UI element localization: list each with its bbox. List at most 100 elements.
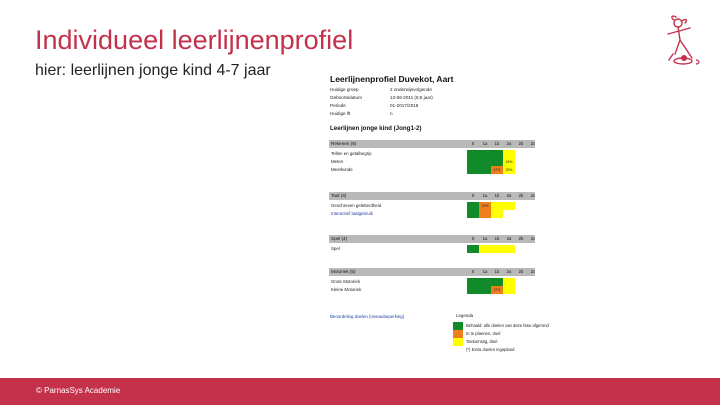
- profile-row: Meten 18%: [329, 158, 535, 166]
- section-title: Leerlijnen jonge kind (Jong1-2): [330, 125, 422, 132]
- block-header: Motoriek (5) 0 1a 1b 2a 2b 2c: [329, 268, 535, 276]
- block-header-label: Motoriek (5): [331, 269, 356, 274]
- profile-row: Kleine Motoriek 27%: [329, 286, 535, 294]
- column-header: 1a: [482, 193, 488, 198]
- row-label: Meetkunde: [331, 167, 353, 172]
- level-cell: [527, 278, 539, 286]
- level-cell: [479, 210, 491, 218]
- column-header: 2c: [530, 193, 536, 198]
- profile-row: Spel: [329, 245, 535, 253]
- column-header: 1b: [494, 141, 500, 146]
- block-header: Taal (4) 0 1a 1b 2a 2b 2c: [329, 192, 535, 200]
- level-cell: [503, 278, 515, 286]
- column-header: 2b: [518, 193, 524, 198]
- level-cell: 25%: [503, 166, 515, 174]
- profile-row: Tellen en getalbegrip: [329, 150, 535, 158]
- level-cell: [491, 210, 503, 218]
- block-header-label: Spel (4): [331, 236, 348, 241]
- block-header: Spel (4) 0 1a 1b 2a 2b 2c: [329, 235, 535, 243]
- column-header: 2c: [530, 236, 536, 241]
- row-label: Grote Motoriek: [331, 279, 361, 284]
- level-cell: [515, 202, 527, 210]
- legend-swatch: [453, 338, 463, 346]
- legend-text: (*) Extra doelen ingepland: [466, 347, 515, 352]
- column-header: 1b: [494, 193, 500, 198]
- profile-row: Geschreven geletterdheid 24%: [329, 202, 535, 210]
- row-label: Kleine Motoriek: [331, 287, 362, 292]
- level-cell: [479, 245, 491, 253]
- level-cell: [515, 210, 527, 218]
- row-label: Interactief taalgebruik: [331, 211, 373, 216]
- block-header-label: Rekenen (5): [331, 141, 357, 146]
- column-header: 2c: [530, 269, 536, 274]
- column-header: 0: [471, 236, 475, 241]
- level-cell: [491, 278, 503, 286]
- level-cell: [527, 245, 539, 253]
- meta-value: 01-2017/2018: [390, 103, 419, 108]
- level-cell: 17%: [491, 166, 503, 174]
- level-cell: [527, 202, 539, 210]
- level-cell: [527, 158, 539, 166]
- level-cell: [515, 150, 527, 158]
- meta-value: 13-06-2011 (5;6 jaar): [390, 95, 433, 100]
- level-cell: [467, 286, 479, 294]
- level-cell: [515, 286, 527, 294]
- footer-copyright: © ParnasSys Academie: [36, 386, 121, 395]
- level-cell: [491, 158, 503, 166]
- level-cell: [479, 166, 491, 174]
- level-cell: [467, 166, 479, 174]
- meta-label: Periode: [330, 103, 346, 108]
- column-header: 2a: [506, 193, 512, 198]
- page-subtitle: hier: leerlijnen jonge kind 4-7 jaar: [35, 62, 271, 79]
- meta-row: Periode 01-2017/2018: [330, 103, 530, 111]
- legend-title: Legenda: [456, 313, 474, 318]
- meta-value: 2 onderwijsvolgende: [390, 87, 432, 92]
- column-header: 2a: [506, 236, 512, 241]
- column-header: 2a: [506, 269, 512, 274]
- level-cell: [503, 286, 515, 294]
- column-header: 1a: [482, 269, 488, 274]
- level-cell: [467, 202, 479, 210]
- column-header: 2c: [530, 141, 536, 146]
- legend-text: Toekomstig, doel: [466, 339, 498, 344]
- column-header: 2b: [518, 269, 524, 274]
- column-header: 2a: [506, 141, 512, 146]
- level-cell: [515, 166, 527, 174]
- row-label: Meten: [331, 159, 344, 164]
- legend-item: (*) Extra doelen ingepland: [453, 346, 543, 354]
- level-cell: [491, 202, 503, 210]
- meta-row: Huidige groep 2 onderwijsvolgende: [330, 87, 530, 95]
- level-cell: [527, 166, 539, 174]
- page-title: Individueel leerlijnenprofiel: [35, 25, 354, 55]
- column-header: 0: [471, 141, 475, 146]
- row-label: Spel: [331, 246, 340, 251]
- level-cell: [467, 150, 479, 158]
- profile-row: Interactief taalgebruik: [329, 210, 535, 218]
- legend-swatch: [453, 330, 463, 338]
- legend-label: Beoordeling doelen (niveaubeperking): [330, 314, 405, 319]
- level-cell: [515, 278, 527, 286]
- level-cell: [467, 278, 479, 286]
- level-cell: [491, 150, 503, 158]
- level-cell: [479, 286, 491, 294]
- level-cell: [479, 158, 491, 166]
- level-cell: [503, 150, 515, 158]
- column-header: 1a: [482, 141, 488, 146]
- profile-row: Grote Motoriek: [329, 278, 535, 286]
- row-label: Tellen en getalbegrip: [331, 151, 372, 156]
- block-header: Rekenen (5) 0 1a 1b 2a 2b 2c: [329, 140, 535, 148]
- legend-text: In te plannen, doel: [466, 331, 501, 336]
- level-cell: [503, 245, 515, 253]
- level-cell: [515, 158, 527, 166]
- profile-row: Meetkunde 17% 25%: [329, 166, 535, 174]
- meta-label: Geboortedatum: [330, 95, 362, 100]
- level-cell: [527, 150, 539, 158]
- block-header-label: Taal (4): [331, 193, 347, 198]
- level-cell: [467, 245, 479, 253]
- legend-text: Behaald: alle doelen van deze fase afger…: [466, 323, 549, 328]
- leerlijnenprofiel-document: Leerlijnenprofiel Duvekot, Aart Huidige …: [326, 72, 549, 362]
- legend-item: Toekomstig, doel: [453, 338, 543, 346]
- level-cell: [467, 158, 479, 166]
- level-cell: [491, 245, 503, 253]
- legend-item: Behaald: alle doelen van deze fase afger…: [453, 322, 549, 330]
